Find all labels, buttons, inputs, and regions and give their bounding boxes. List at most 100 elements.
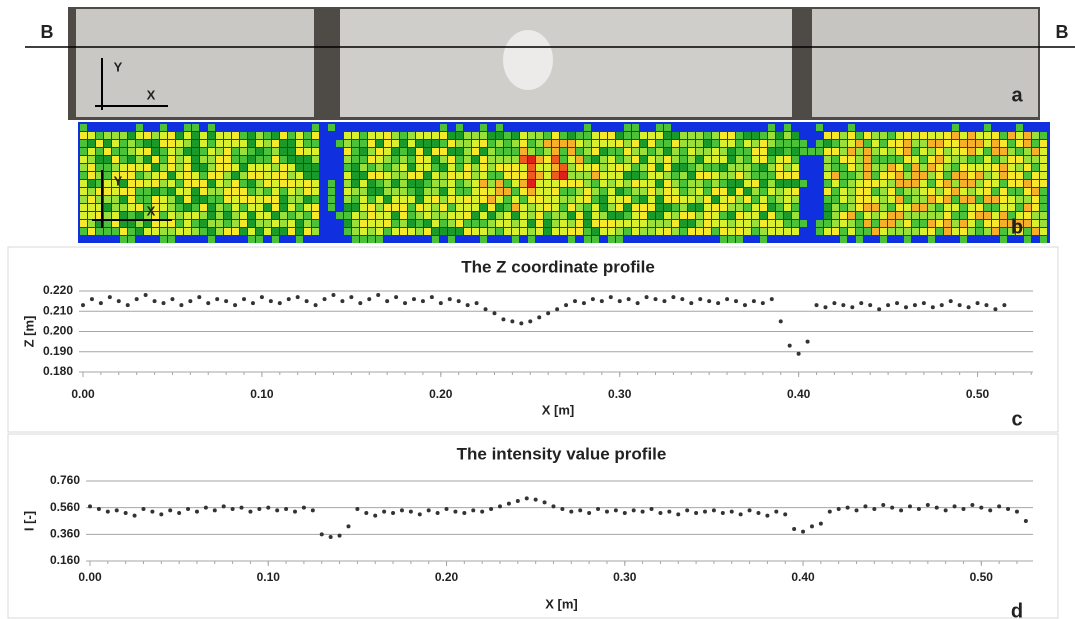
scan-cell (968, 196, 975, 203)
scan-cell (736, 172, 743, 179)
scan-cell (512, 228, 519, 235)
scan-cell (976, 212, 983, 219)
scan-cell (544, 188, 551, 195)
scan-cell (400, 140, 407, 147)
scan-cell (912, 188, 919, 195)
data-point (622, 511, 627, 515)
scan-cell (928, 156, 935, 163)
scan-cell (888, 156, 895, 163)
scan-cell (248, 164, 255, 171)
data-point (542, 500, 547, 505)
scan-cell (896, 196, 903, 203)
scan-cell (784, 204, 791, 211)
scan-cell (864, 188, 871, 195)
scan-cell (232, 228, 239, 235)
scan-cell (456, 172, 463, 179)
x-tick-label: 0.50 (970, 570, 994, 584)
scan-cell (448, 140, 455, 147)
scan-cell (664, 156, 671, 163)
scan-cell (984, 180, 991, 187)
scan-cell (512, 156, 519, 163)
scan-cell (160, 204, 167, 211)
data-point (608, 295, 613, 300)
scan-cell (424, 180, 431, 187)
data-point (626, 297, 631, 302)
scan-cell (600, 204, 607, 211)
scan-cell (1040, 140, 1047, 147)
scan-cell (624, 204, 631, 211)
scan-cell (864, 220, 871, 227)
scan-cell (176, 220, 183, 227)
scan-cell (880, 148, 887, 155)
scan-cell (408, 188, 415, 195)
scan-cell (936, 212, 943, 219)
scan-cell (392, 220, 399, 227)
scan-cell (448, 148, 455, 155)
scan-cell (904, 188, 911, 195)
scan-cell (168, 212, 175, 219)
scan-cell (680, 228, 687, 235)
scan-cell (360, 132, 367, 139)
scan-cell (856, 180, 863, 187)
scan-cell (480, 196, 487, 203)
scan-cell (312, 156, 319, 163)
scan-cell (224, 172, 231, 179)
data-point (125, 303, 130, 308)
scan-cell (104, 172, 111, 179)
scan-cell (296, 188, 303, 195)
scan-cell (832, 156, 839, 163)
scan-cell (648, 212, 655, 219)
scan-cell (152, 204, 159, 211)
scan-cell (256, 228, 263, 235)
scan-cell (88, 148, 95, 155)
scan-cell (960, 228, 967, 235)
scan-cell (816, 148, 823, 155)
scan-cell (368, 164, 375, 171)
scan-cell (744, 132, 751, 139)
scan-cell (392, 140, 399, 147)
scan-cell (360, 172, 367, 179)
scan-cell (120, 180, 127, 187)
scan-cell (448, 212, 455, 219)
scan-cell (760, 180, 767, 187)
scan-cell (952, 212, 959, 219)
scan-cell (424, 228, 431, 235)
scan-cell (296, 132, 303, 139)
y-tick-label: 0.560 (50, 500, 80, 514)
scan-cell (832, 180, 839, 187)
scan-cell (720, 164, 727, 171)
scan-cell (736, 148, 743, 155)
scan-cell (488, 212, 495, 219)
scan-cell (384, 188, 391, 195)
scan-cell (568, 220, 575, 227)
scan-cell (136, 188, 143, 195)
data-point (134, 297, 139, 302)
scan-cell (120, 212, 127, 219)
scan-cell (1032, 164, 1039, 171)
scan-cell (624, 140, 631, 147)
scan-cell (680, 132, 687, 139)
scan-cell (248, 220, 255, 227)
scan-cell (768, 156, 775, 163)
data-point (355, 507, 360, 511)
scan-cell (400, 212, 407, 219)
scan-cell (1040, 188, 1047, 195)
scan-cell (632, 180, 639, 187)
scan-cell (128, 180, 135, 187)
scan-cell (632, 172, 639, 179)
scan-cell (360, 148, 367, 155)
scan-cell (832, 148, 839, 155)
scan-cell (776, 156, 783, 163)
scan-cell (264, 212, 271, 219)
x-tick-label: 0.20 (435, 570, 459, 584)
scan-cell (480, 156, 487, 163)
scan-cell (904, 228, 911, 235)
scan-cell (208, 228, 215, 235)
y-axis-label: Z [m] (21, 316, 36, 348)
data-point (197, 295, 202, 300)
scan-cell (272, 228, 279, 235)
scan-cell (960, 188, 967, 195)
scan-cell (432, 172, 439, 179)
scan-cell (864, 196, 871, 203)
scan-cell (944, 156, 951, 163)
